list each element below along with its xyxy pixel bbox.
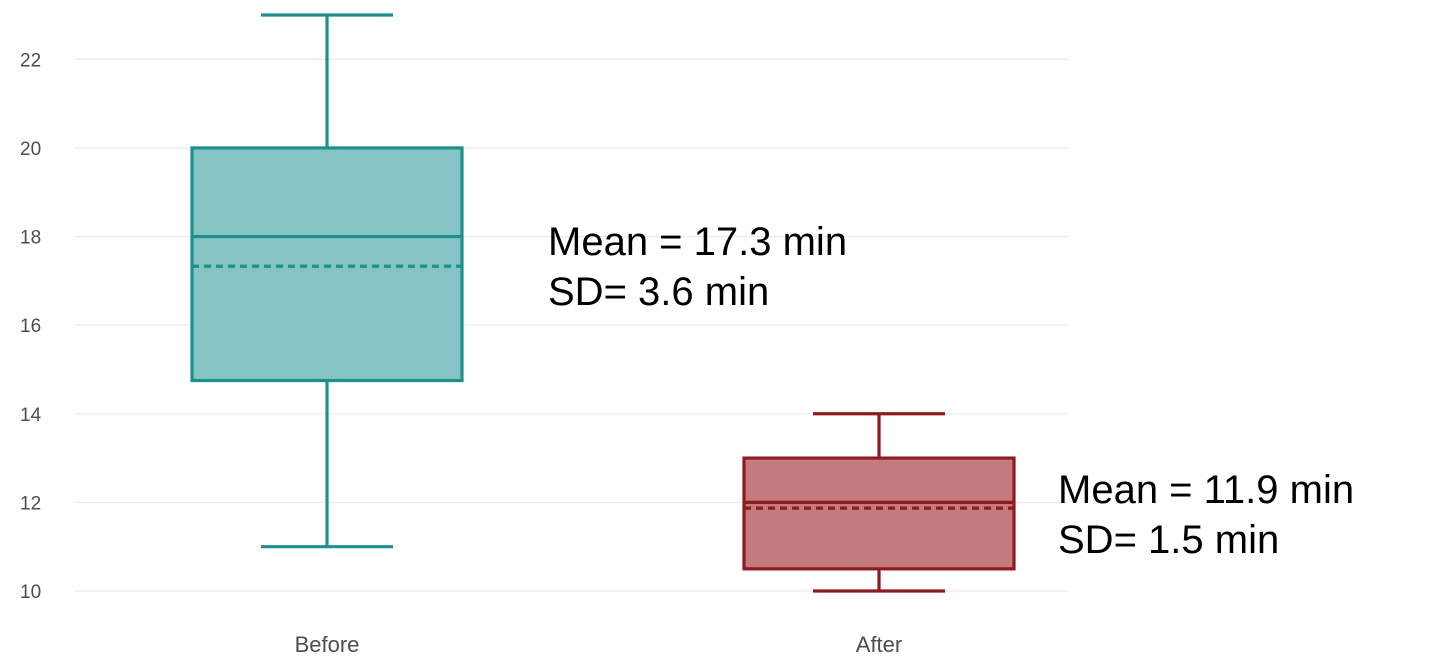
annotations: Mean = 17.3 min SD= 3.6 min Mean = 11.9 mi… [548,220,1354,562]
y-tick-label-14: 14 [20,405,42,426]
y-tick-label-10: 10 [20,582,41,603]
annotation-before-line-1: Mean = 17.3 min [548,220,847,264]
y-tick-label-22: 22 [20,50,41,71]
y-tick-label-20: 20 [20,139,41,160]
iqr-box [190,146,464,383]
y-axis-tick-labels: 10 12 14 16 18 20 22 [20,50,42,603]
box-after [742,412,1016,593]
x-category-label-after: After [856,632,902,657]
y-tick-label-12: 12 [20,493,41,514]
x-category-label-before: Before [295,632,360,657]
annotation-before-line-2: SD= 3.6 min [548,270,769,314]
annotation-after-line-1: Mean = 11.9 min [1058,468,1354,512]
x-axis-category-labels: Before After [295,632,903,657]
y-tick-label-16: 16 [20,316,41,337]
box-before [190,13,464,549]
annotation-after-line-2: SD= 1.5 min [1058,518,1279,562]
y-tick-label-18: 18 [20,228,41,249]
iqr-box [742,456,1016,571]
boxes [190,13,1016,593]
